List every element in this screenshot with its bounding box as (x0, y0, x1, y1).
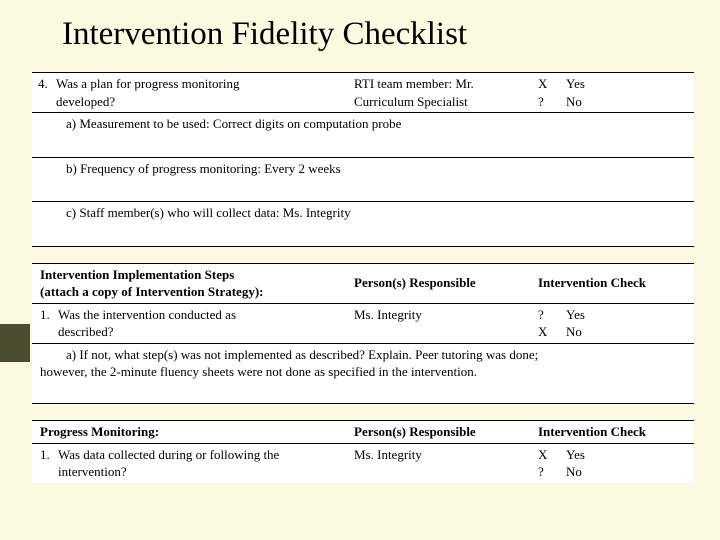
s2-hdr-l2: (attach a copy of Intervention Strategy)… (40, 284, 263, 299)
q4a-row: a) Measurement to be used: Correct digit… (32, 113, 694, 158)
section3-hdr-p: Person(s) Responsible (352, 423, 536, 441)
s3-q1-l2: intervention? (40, 464, 127, 479)
s2-q1a-row: a) If not, what step(s) was not implemen… (32, 344, 694, 404)
s3-q1-resp: Ms. Integrity (352, 446, 536, 481)
q4-responsible: RTI team member: Mr. Curriculum Speciali… (352, 75, 536, 110)
s3-q1-yes-mark: X (538, 446, 560, 464)
q4b-row: b) Frequency of progress monitoring: Eve… (32, 158, 694, 203)
s3-q1-num: 1. (40, 446, 58, 464)
accent-bar (0, 324, 30, 362)
s2-q1-num: 1. (40, 306, 58, 324)
s2-q1-row: 1.Was the intervention conducted as desc… (32, 304, 694, 344)
q4c-text: c) Staff member(s) who will collect data… (40, 204, 686, 222)
q4-yes-mark: X (538, 75, 560, 93)
s2-q1-yes-label: Yes (560, 306, 585, 324)
s2-q1-resp: Ms. Integrity (352, 306, 536, 341)
q4a-text: a) Measurement to be used: Correct digit… (40, 115, 686, 133)
s3-q1-no-mark: ? (538, 463, 560, 481)
s3-q1-check: XYes ?No (536, 446, 694, 481)
s2-q1-no-mark: X (538, 323, 560, 341)
section-gap-2 (32, 404, 694, 420)
section3-hdr-q: Progress Monitoring: (32, 423, 352, 441)
s3-q1-question: 1.Was data collected during or following… (32, 446, 352, 481)
s3-q1-row: 1.Was data collected during or following… (32, 444, 694, 483)
section3-hdr-c: Intervention Check (536, 423, 694, 441)
section2-header: Intervention Implementation Steps (attac… (32, 263, 694, 304)
section2-hdr-p: Person(s) Responsible (352, 266, 536, 301)
s3-q1-no-label: No (560, 463, 582, 481)
s2-q1-check: ?Yes XNo (536, 306, 694, 341)
q4-no-mark: ? (538, 93, 560, 111)
q4-no-label: No (560, 93, 582, 111)
s2-q1a-l1: a) If not, what step(s) was not implemen… (40, 346, 686, 364)
page-title: Intervention Fidelity Checklist (0, 0, 720, 63)
q4-question: 4.Was a plan for progress monitoring dev… (32, 75, 352, 110)
q4-text-l1: Was a plan for progress monitoring (56, 76, 239, 91)
s2-q1-l1: Was the intervention conducted as (58, 307, 236, 322)
q4-check: XYes ?No (536, 75, 694, 110)
s2-hdr-l1: Intervention Implementation Steps (40, 267, 234, 282)
q4-resp-l2: Curriculum Specialist (354, 94, 468, 109)
q4-resp-l1: RTI team member: Mr. (354, 76, 474, 91)
q4-yes-label: Yes (560, 75, 585, 93)
q4-text-l2: developed? (38, 94, 115, 109)
s2-q1-no-label: No (560, 323, 582, 341)
q4c-row: c) Staff member(s) who will collect data… (32, 202, 694, 247)
s2-q1-yes-mark: ? (538, 306, 560, 324)
q4-num: 4. (38, 75, 56, 93)
s3-q1-l1: Was data collected during or following t… (58, 447, 279, 462)
q4b-text: b) Frequency of progress monitoring: Eve… (40, 160, 686, 178)
checklist-sheet: 4.Was a plan for progress monitoring dev… (32, 72, 694, 483)
s3-q1-yes-label: Yes (560, 446, 585, 464)
section-gap-1 (32, 247, 694, 263)
s2-q1-question: 1.Was the intervention conducted as desc… (32, 306, 352, 341)
section2-hdr-q: Intervention Implementation Steps (attac… (32, 266, 352, 301)
s2-q1a-l2: however, the 2-minute fluency sheets wer… (40, 363, 686, 381)
section2-hdr-c: Intervention Check (536, 266, 694, 301)
section3-header: Progress Monitoring: Person(s) Responsib… (32, 420, 694, 444)
s2-q1-l2: described? (40, 324, 114, 339)
q4-row: 4.Was a plan for progress monitoring dev… (32, 72, 694, 113)
